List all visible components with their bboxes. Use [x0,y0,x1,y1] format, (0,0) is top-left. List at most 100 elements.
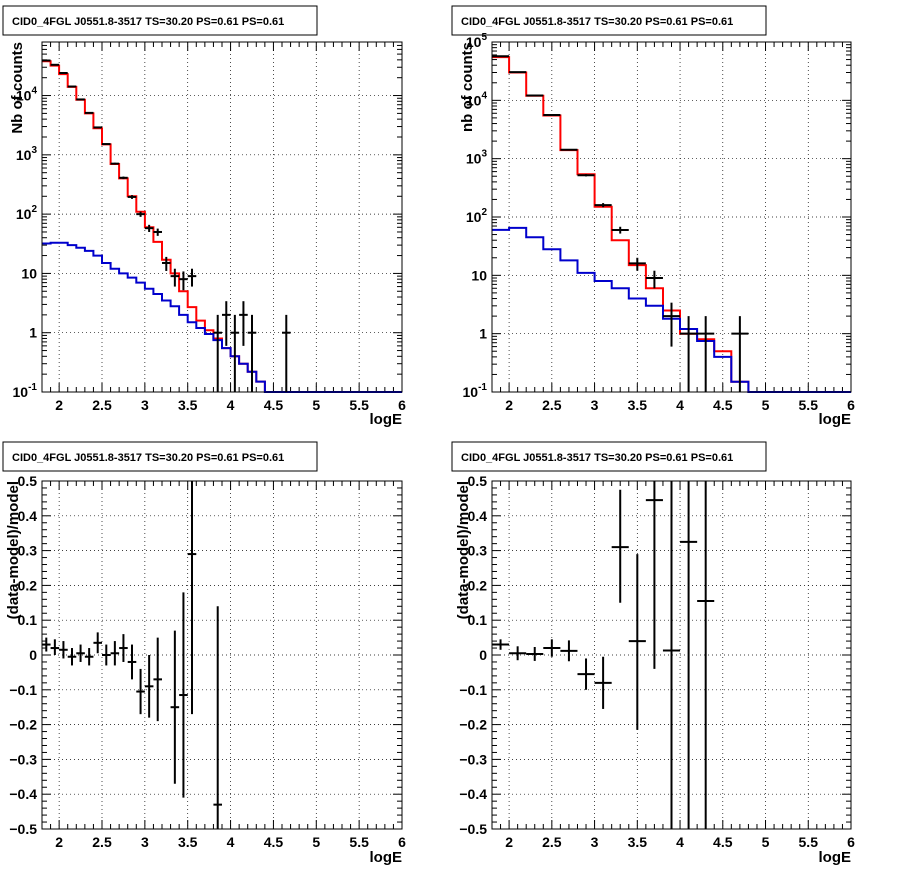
x-tick-label: 4.5 [713,397,733,413]
panel-title: CID0_4FGL J0551.8-3517 TS=30.20 PS=0.61 … [12,16,284,28]
y-axis-label: (data-model)/model [5,481,22,619]
data-point [119,176,128,180]
x-axis-label: logE [370,411,403,428]
data-point [662,481,681,829]
panel-counts-right: CID0_4FGL J0551.8-3517 TS=30.20 PS=0.61 … [451,5,855,428]
data-point [67,648,77,666]
data-point [697,316,715,392]
x-axis-label: logE [370,849,403,866]
y-tick-label: 1 [29,325,37,341]
data-point [144,655,154,718]
y-axis-label: Nb of counts [9,42,26,134]
data-point [170,268,180,287]
y-tick-label: 10 [471,267,487,283]
plot-frame [41,480,403,830]
y-tick-label: 0.1 [18,612,38,628]
x-tick-label: 3 [141,397,149,413]
x-tick-label: 4.5 [713,834,733,850]
y-tick-label: 0.2 [468,577,488,593]
data-point [594,203,612,208]
data-point [239,301,248,346]
plot-frame [491,480,852,830]
y-tick-label: −0.3 [459,751,487,767]
y-tick-label: 0.3 [18,543,38,559]
data-point [628,257,646,271]
data-point [247,314,257,392]
data-point [543,639,561,657]
data-point [560,640,578,662]
y-tick-label: −0.5 [9,821,37,837]
y-tick-label: 0.5 [468,473,488,489]
data-point [645,270,663,289]
data-point [144,224,154,232]
data-point [222,301,231,346]
data-point [153,228,162,236]
y-tick-label: 1 [479,326,487,342]
x-tick-label: 6 [398,834,406,850]
panel-counts-left: CID0_4FGL J0551.8-3517 TS=30.20 PS=0.61 … [2,5,406,428]
x-tick-label: 6 [847,397,855,413]
x-tick-label: 4 [676,834,684,850]
data-point [170,630,180,784]
panel-title-box [451,5,767,36]
data-point [187,268,197,287]
data-point [84,111,94,114]
data-point [102,644,111,666]
y-tick-label: 0.5 [18,473,38,489]
data-point [67,85,77,88]
x-tick-label: 5 [762,397,770,413]
y-tick-label: 0.2 [18,577,38,593]
x-tick-label: 5.5 [349,834,369,850]
data-point [526,646,544,661]
x-tick-label: 3 [591,834,599,850]
x-tick-label: 2.5 [542,397,562,413]
y-tick-label: −0.2 [9,717,37,733]
data-point [230,314,240,392]
data-point [187,481,197,715]
data-point [76,98,85,101]
data-point [102,143,111,146]
data-point [577,658,595,690]
x-tick-label: 5.5 [799,397,819,413]
x-tick-label: 5 [762,834,770,850]
data-point [282,314,291,392]
data-point [213,314,222,392]
data-point [628,554,646,730]
x-tick-label: 4.5 [264,397,284,413]
x-tick-label: 5 [312,397,320,413]
data-point [611,489,629,603]
x-axis-label: logE [819,411,852,428]
x-tick-label: 6 [847,834,855,850]
data-point [179,271,188,291]
y-tick-label: −0.1 [459,682,487,698]
x-tick-label: 5.5 [349,397,369,413]
data-point [50,639,60,655]
x-tick-label: 2.5 [542,834,562,850]
y-tick-label: −0.4 [9,786,37,802]
data-point [611,226,629,234]
data-point [179,592,188,798]
y-tick-label: 0.4 [18,508,38,524]
panel-title-box [451,441,767,472]
panel-residuals-left: CID0_4FGL J0551.8-3517 TS=30.20 PS=0.61 … [2,441,406,866]
plot-frame [491,41,852,393]
panel-title: CID0_4FGL J0551.8-3517 TS=30.20 PS=0.61 … [12,452,284,464]
x-tick-label: 4 [227,834,235,850]
data-point [680,481,698,829]
x-tick-label: 2 [55,834,63,850]
data-point [153,637,162,722]
data-point [213,606,222,829]
panel-title-box [2,441,318,472]
data-point [731,316,749,392]
x-tick-label: 2 [55,397,63,413]
panel-title: CID0_4FGL J0551.8-3517 TS=30.20 PS=0.61 … [461,452,733,464]
x-tick-label: 4.5 [264,834,284,850]
x-tick-label: 2 [505,834,513,850]
x-tick-label: 5.5 [799,834,819,850]
y-tick-label: −0.1 [9,682,37,698]
data-point [76,644,85,662]
y-tick-label: 0 [29,647,37,663]
y-tick-label: −0.5 [459,821,487,837]
data-point [543,114,561,117]
y-axis-label: nb of counts [459,42,476,132]
